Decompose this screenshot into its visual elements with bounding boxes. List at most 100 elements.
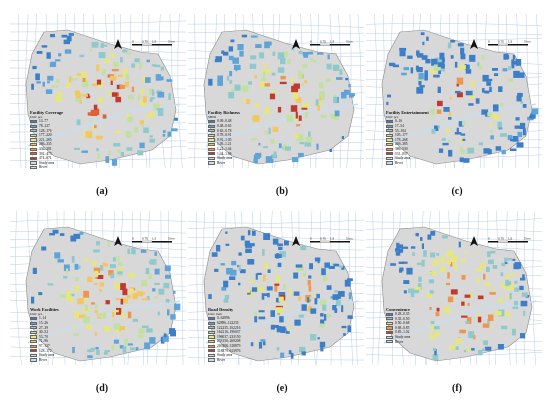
map-patch xyxy=(482,348,486,351)
map-patch xyxy=(304,142,312,147)
map-patch xyxy=(225,231,228,234)
map-patch xyxy=(390,263,396,266)
map-patch xyxy=(254,103,260,107)
map-patch xyxy=(96,148,99,152)
legend-swatch xyxy=(208,120,215,124)
map-patch xyxy=(429,271,437,275)
map-patch xyxy=(497,344,504,350)
map-patch xyxy=(460,147,463,152)
map-patch xyxy=(81,94,88,97)
legend-label: 0–16 xyxy=(395,119,403,124)
map-patch xyxy=(144,342,150,350)
map-patch xyxy=(453,264,457,270)
map-patch xyxy=(263,233,270,240)
map-patch xyxy=(410,291,415,298)
legend-label: 15–26 xyxy=(39,321,48,325)
legend-title: Facility Coverage xyxy=(30,110,64,115)
map-patch xyxy=(320,313,324,317)
map-patch xyxy=(57,259,64,263)
map-patch xyxy=(157,311,160,316)
legend-item: 474–671 xyxy=(30,156,63,161)
legend-item: 0.35–0.50 xyxy=(386,317,410,322)
map-patch xyxy=(223,280,229,288)
map-patch xyxy=(168,93,171,100)
map-patch xyxy=(432,348,436,351)
map-patch xyxy=(70,235,77,242)
panel-caption: (c) xyxy=(451,186,463,197)
map-patch xyxy=(96,313,103,316)
road-line xyxy=(372,211,375,365)
map-patch xyxy=(456,77,464,85)
map-patch xyxy=(515,117,520,121)
map-patch xyxy=(321,95,325,100)
map-patch xyxy=(512,328,516,336)
map-patch xyxy=(520,101,523,104)
map-patch xyxy=(334,110,340,117)
legend-swatch xyxy=(30,353,37,358)
road-line xyxy=(188,32,364,34)
scale-label: 3 km xyxy=(168,40,175,44)
map-patch xyxy=(461,275,466,280)
map-patch xyxy=(339,265,344,268)
map-patch xyxy=(271,154,276,158)
map-patch xyxy=(150,97,155,100)
legend-item: 0.50–0.68 xyxy=(386,321,410,326)
map-patch xyxy=(63,39,70,45)
map-patch xyxy=(125,73,129,80)
map-patch xyxy=(302,103,310,108)
map-patch xyxy=(437,86,441,93)
map-patch xyxy=(459,157,464,163)
map-patch xyxy=(408,288,415,294)
map-patch xyxy=(108,151,111,155)
road-line xyxy=(180,211,184,365)
map-patch xyxy=(482,323,490,328)
legend-item: 97–127 xyxy=(30,344,59,349)
legend-label: 178–268 xyxy=(395,137,408,142)
map-patch xyxy=(431,58,438,66)
legend-swatch xyxy=(30,152,37,156)
legend-label: 71–96 xyxy=(39,339,48,344)
map-patch xyxy=(115,96,122,103)
map-patch xyxy=(149,337,156,344)
map-patch xyxy=(267,159,274,163)
legend-item: Study area xyxy=(30,353,59,358)
map-patch xyxy=(122,288,128,296)
map-patch xyxy=(119,345,124,349)
map-patch xyxy=(262,293,269,296)
map-patch xyxy=(223,51,229,56)
map-patch xyxy=(75,277,80,281)
legend-label: 177–220 xyxy=(39,133,52,138)
map-patch xyxy=(293,83,300,89)
map-patch xyxy=(458,121,464,127)
map-patch xyxy=(439,267,446,273)
map-patch xyxy=(489,292,496,295)
map-patch xyxy=(322,275,328,282)
map-patch xyxy=(324,314,327,321)
map-patch xyxy=(299,346,306,353)
legend-item: Study area xyxy=(208,353,240,358)
map-patch xyxy=(428,69,433,73)
map-patch xyxy=(132,293,138,300)
map-patch xyxy=(251,287,258,292)
legend-item: River xyxy=(208,161,240,166)
map-patch xyxy=(83,290,90,298)
map-patch xyxy=(430,108,436,116)
map-patch xyxy=(320,114,327,118)
map-patch xyxy=(73,326,76,329)
legend-swatch xyxy=(208,152,215,156)
map-patch xyxy=(240,269,246,274)
map-patch xyxy=(463,349,468,353)
map-patch xyxy=(247,259,255,265)
map-patch xyxy=(170,314,176,320)
map-patch xyxy=(116,84,122,90)
map-patch xyxy=(121,312,126,318)
map-patch xyxy=(463,158,470,163)
map-patch xyxy=(491,325,494,328)
map-patch xyxy=(245,248,252,253)
legend-item: 0.48–0.65 xyxy=(208,124,240,129)
map-patch xyxy=(139,89,142,93)
map-patch xyxy=(77,298,84,305)
map-patch xyxy=(89,48,92,52)
map-patch xyxy=(507,283,514,290)
map-patch xyxy=(151,91,155,96)
